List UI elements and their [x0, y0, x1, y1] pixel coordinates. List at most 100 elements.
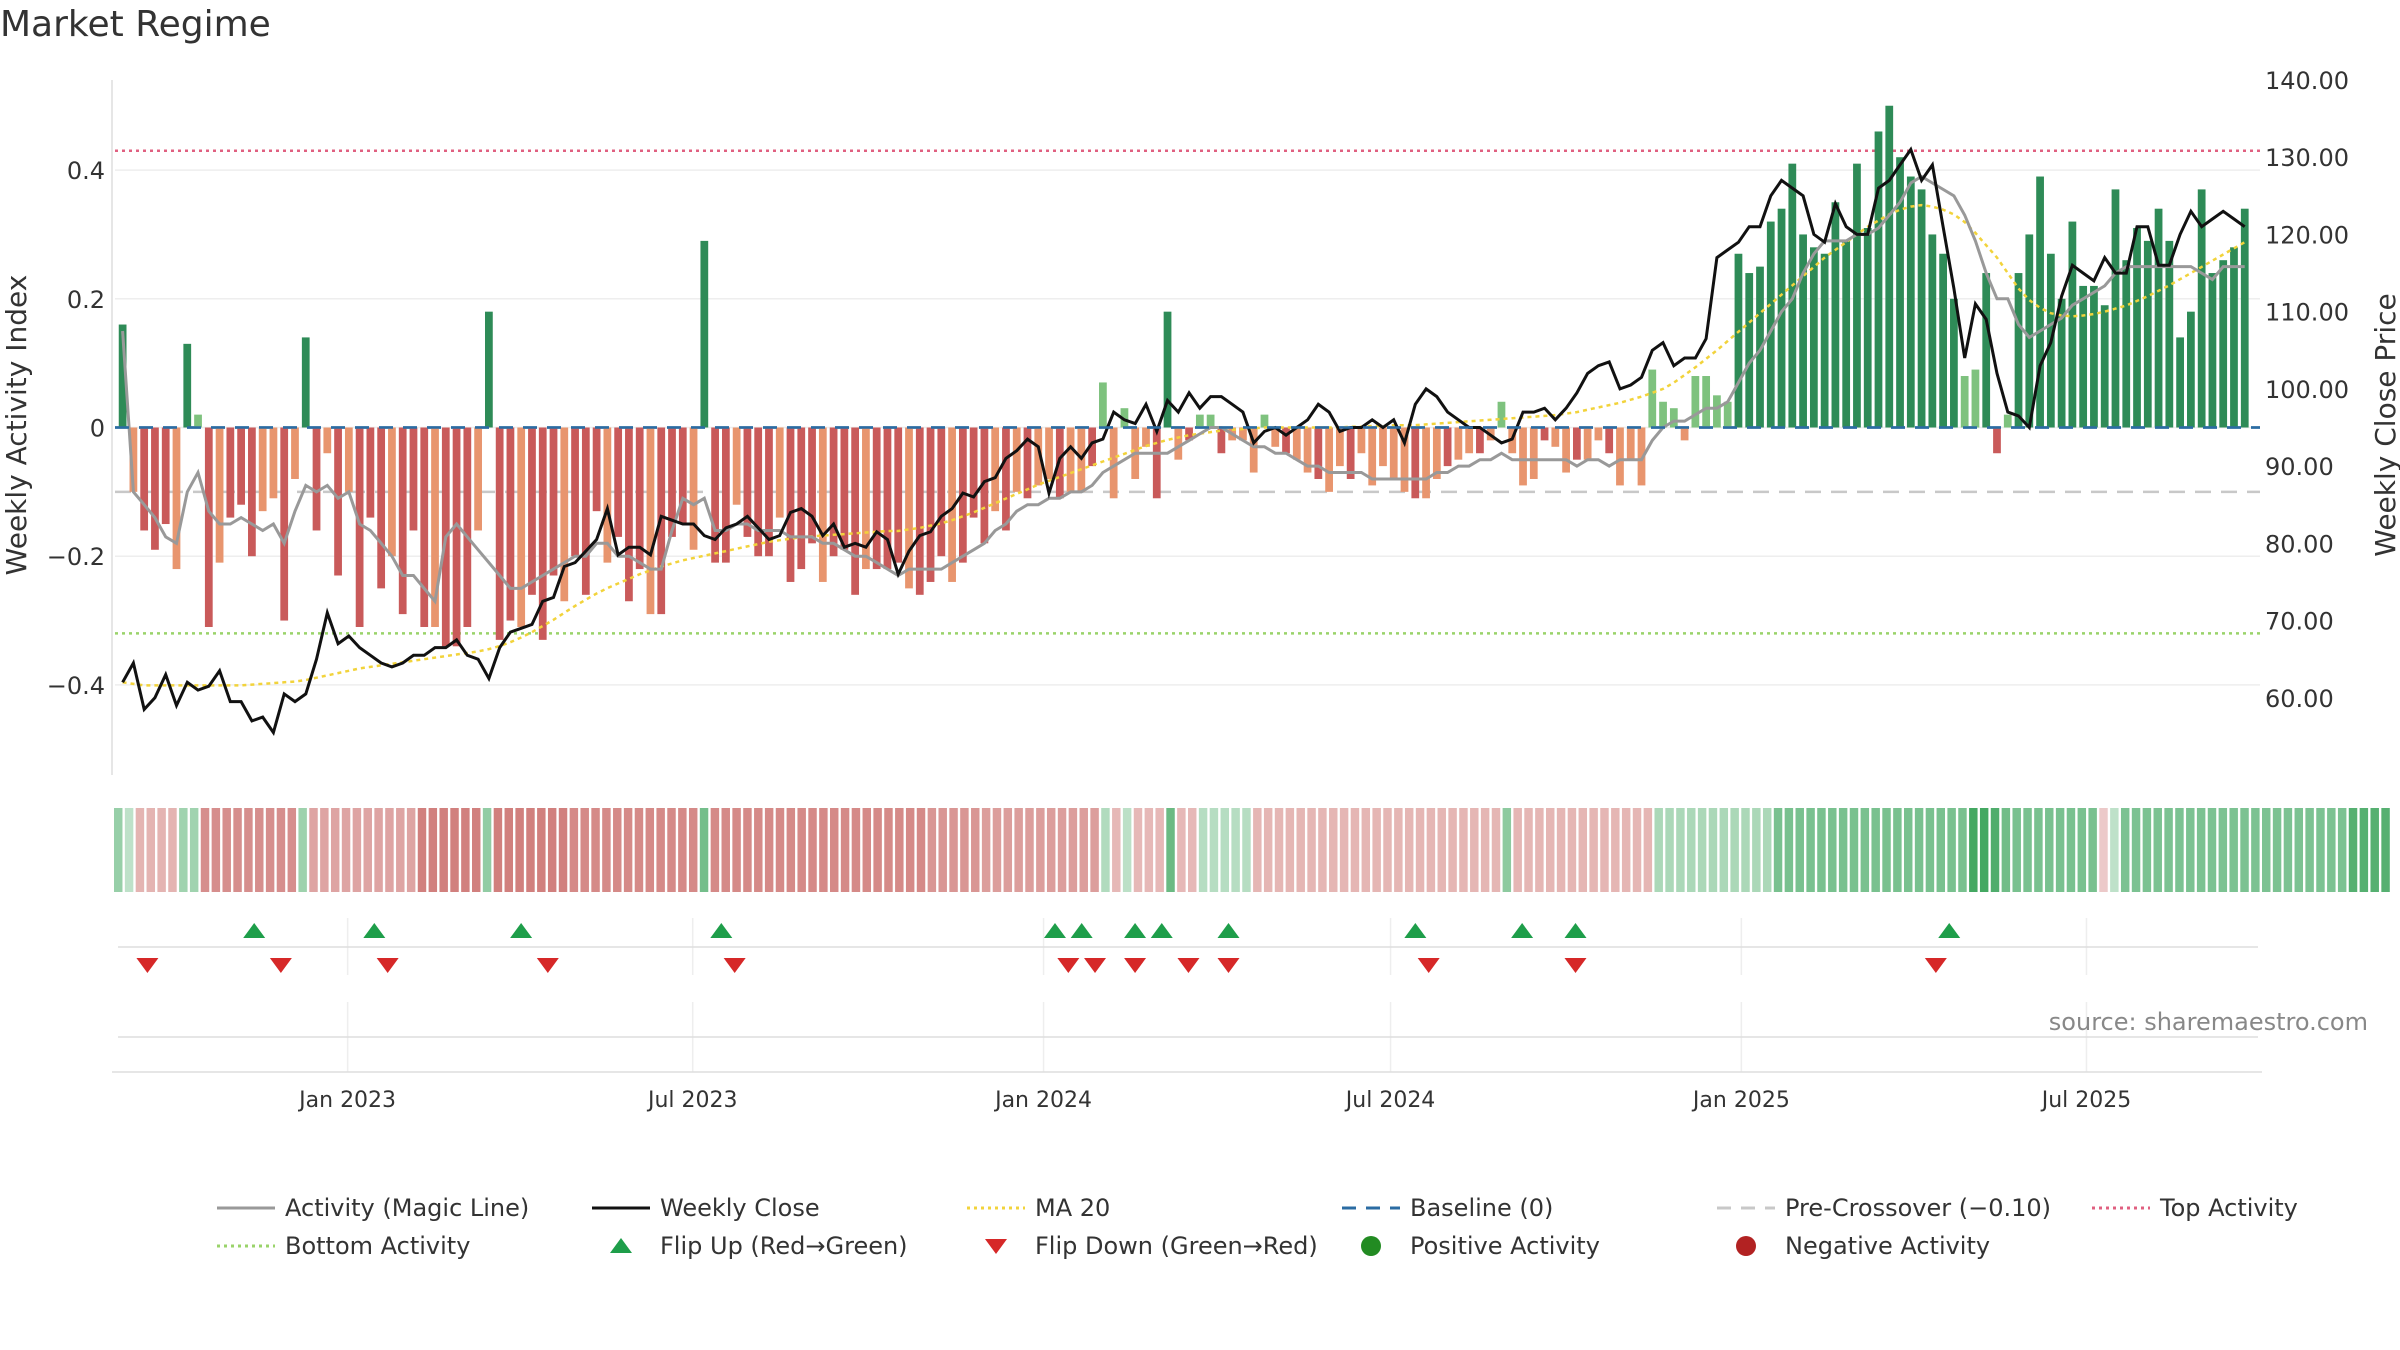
regime-strip-cell: [2012, 808, 2021, 892]
activity-bar: [474, 427, 482, 531]
regime-strip-cell: [1621, 808, 1631, 892]
activity-bar: [1422, 427, 1430, 499]
flip-up-marker: [1150, 923, 1173, 938]
activity-bar: [2143, 240, 2152, 428]
flip-up-marker: [363, 923, 386, 938]
activity-bar: [1896, 157, 1904, 428]
activity-bar: [1217, 427, 1226, 454]
activity-bar: [851, 427, 860, 595]
flip-up-marker: [1938, 923, 1961, 938]
regime-strip-cell: [1632, 808, 1642, 892]
regime-strip-cell: [1307, 808, 1316, 892]
x-tick-label-5: Jul 2025: [2040, 1088, 2132, 1113]
regime-strip-cell: [1177, 808, 1186, 892]
activity-bar: [2068, 221, 2077, 428]
activity-bar: [1874, 131, 1883, 428]
regime-strip-cell: [754, 808, 763, 892]
y-tick-right-5: 90.00: [2265, 453, 2334, 481]
activity-bar: [420, 427, 429, 627]
regime-strip-cell: [1155, 808, 1164, 892]
regime-strip-cell: [341, 808, 351, 892]
activity-bar: [894, 427, 903, 563]
activity-bar: [194, 414, 202, 428]
regime-strip-cell: [2327, 808, 2336, 892]
regime-strip-cell: [2294, 808, 2304, 892]
regime-strip-cell: [1383, 808, 1392, 892]
regime-strip-cell: [124, 808, 134, 892]
regime-strip-cell: [1730, 808, 1739, 892]
flip-up-marker: [1404, 923, 1427, 938]
regime-strip-cell: [1578, 808, 1588, 892]
flip-down-marker: [136, 958, 159, 973]
regime-strip-cell: [667, 808, 676, 892]
activity-bar: [1023, 427, 1032, 499]
regime-strip-cell: [1882, 808, 1891, 892]
legend-label: Weekly Close: [660, 1194, 820, 1222]
activity-bar: [2003, 414, 2012, 428]
regime-strip-cell: [363, 808, 372, 892]
activity-bar: [980, 427, 989, 544]
regime-strip-cell: [1350, 808, 1360, 892]
regime-strip-cell: [2305, 808, 2314, 892]
regime-strip-cell: [1220, 808, 1230, 892]
activity-bars: [118, 105, 2249, 647]
activity-bar: [1691, 376, 1700, 428]
regime-strip-cell: [688, 808, 698, 892]
activity-bar: [1271, 427, 1280, 447]
activity-bar: [1551, 427, 1560, 447]
regime-strip-cell: [569, 808, 579, 892]
activity-bar: [668, 427, 676, 537]
regime-strip-cell: [2262, 808, 2271, 892]
activity-bar: [786, 427, 795, 582]
activity-bar: [592, 427, 601, 512]
activity-bar: [2165, 240, 2174, 428]
regime-strip-cell: [114, 808, 123, 892]
regime-strip-cell: [960, 808, 969, 892]
regime-strip-cell: [330, 808, 340, 892]
activity-bar: [1379, 427, 1387, 467]
series-lines: [121, 146, 2246, 736]
regime-strip-cell: [1188, 808, 1197, 892]
regime-strip-cell: [2348, 808, 2358, 892]
flip-up-marker: [1124, 923, 1147, 938]
legend-swatch: [967, 1206, 1025, 1210]
activity-bar: [1045, 427, 1053, 479]
regime-strip-cell: [2164, 808, 2173, 892]
activity-bar: [183, 343, 192, 428]
activity-bar: [2197, 189, 2206, 428]
regime-strip-cell: [1437, 808, 1446, 892]
activity-bar: [538, 427, 547, 640]
activity-bar: [140, 427, 149, 531]
regime-strip-cell: [1567, 808, 1577, 892]
activity-bar: [678, 427, 687, 525]
weekly-close-line: [121, 146, 2246, 736]
activity-bar: [549, 427, 558, 576]
regime-strip-cell: [1025, 808, 1034, 892]
regime-strip-cell: [1665, 808, 1674, 892]
regime-strip-cell: [992, 808, 1002, 892]
activity-bar: [1519, 427, 1527, 486]
flip-down-marker: [1217, 958, 1240, 973]
activity-bar: [2036, 176, 2044, 428]
activity-bar: [1465, 427, 1474, 454]
regime-strip-cell: [1600, 808, 1609, 892]
activity-bar: [1540, 427, 1549, 441]
activity-bar: [1616, 427, 1624, 486]
regime-strip-cell: [1914, 808, 1924, 892]
regime-strip-cell: [1719, 808, 1729, 892]
y-tick-left-3: −0.2: [47, 543, 105, 571]
activity-bar: [1292, 427, 1301, 460]
regime-strip-cell: [1068, 808, 1078, 892]
magic-line: [121, 174, 2245, 605]
regime-strip-cell: [1784, 808, 1794, 892]
regime-strip-cell: [1752, 808, 1761, 892]
regime-strip-cell: [1285, 808, 1295, 892]
y-tick-right-8: 60.00: [2265, 685, 2334, 713]
regime-strip-cell: [2131, 808, 2141, 892]
activity-bar: [1282, 427, 1290, 454]
regime-strip-cell: [1828, 808, 1837, 892]
activity-bar: [431, 427, 439, 627]
regime-strip-cell: [1806, 808, 1815, 892]
regime-strip-cell: [1535, 808, 1544, 892]
regime-strip-cell: [1426, 808, 1436, 892]
